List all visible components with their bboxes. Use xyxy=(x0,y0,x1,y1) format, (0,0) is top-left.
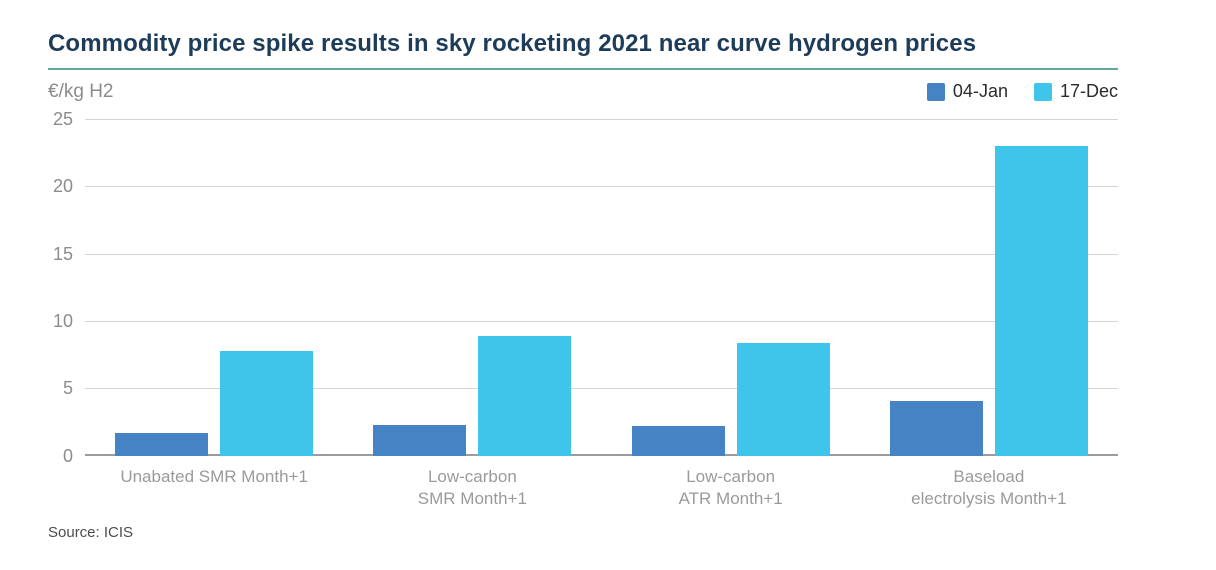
y-tick-label-15: 15 xyxy=(52,243,73,264)
bar-17-dec-group-1 xyxy=(220,350,314,456)
legend-item-17-dec: 17-Dec xyxy=(1033,81,1118,102)
source-credit: Source: ICIS xyxy=(48,523,134,541)
chart-title: Commodity price spike results in sky roc… xyxy=(48,30,977,57)
legend-swatch-17-dec xyxy=(1033,82,1052,101)
bar-17-dec-group-4 xyxy=(994,145,1088,456)
y-axis-unit-label: €/kg H2 xyxy=(48,80,114,102)
gridline-5 xyxy=(85,388,1118,390)
bar-group-3 xyxy=(602,119,860,456)
legend-label-17-dec: 17-Dec xyxy=(1059,81,1118,102)
bar-17-dec-group-2 xyxy=(478,335,572,456)
x-axis-labels: Unabated SMR Month+1 Low-carbon SMR Month+… xyxy=(85,466,1118,510)
plot-area xyxy=(85,118,1118,456)
y-tick-label-0: 0 xyxy=(62,445,73,466)
y-tick-label-10: 10 xyxy=(52,310,73,331)
y-axis: 0 5 10 15 20 25 xyxy=(48,109,85,466)
legend: 04-Jan 17-Dec xyxy=(926,81,1118,102)
bar-groups xyxy=(85,119,1118,456)
y-tick-label-25: 25 xyxy=(52,108,73,129)
gridline-20 xyxy=(85,186,1118,188)
bar-04-jan-group-1 xyxy=(115,432,209,456)
x-axis-label-2: Low-carbon SMR Month+1 xyxy=(417,466,527,508)
y-tick-label-5: 5 xyxy=(62,378,73,399)
gridline-25 xyxy=(85,118,1118,120)
x-axis-label-1: Unabated SMR Month+1 xyxy=(120,466,308,486)
chart-meta-row: €/kg H2 04-Jan 17-Dec xyxy=(48,79,1118,105)
chart-card: Commodity price spike results in sky roc… xyxy=(48,30,1118,541)
legend-swatch-04-jan xyxy=(926,82,945,101)
bar-group-2 xyxy=(343,119,601,456)
chart-area: 0 5 10 15 20 25 xyxy=(48,109,1118,466)
legend-item-04-jan: 04-Jan xyxy=(926,81,1008,102)
x-axis-baseline xyxy=(85,453,1118,456)
bar-04-jan-group-4 xyxy=(889,400,983,456)
gridline-15 xyxy=(85,253,1118,255)
x-axis-label-3: Low-carbon ATR Month+1 xyxy=(678,466,783,508)
gridline-10 xyxy=(85,320,1118,322)
bar-04-jan-group-2 xyxy=(373,424,467,456)
title-divider xyxy=(48,67,1118,70)
legend-label-04-jan: 04-Jan xyxy=(952,81,1008,102)
bar-group-4 xyxy=(860,119,1118,456)
bar-17-dec-group-3 xyxy=(736,342,830,456)
bar-04-jan-group-3 xyxy=(631,426,725,456)
bar-group-1 xyxy=(85,119,343,456)
x-axis-label-4: Baseload electrolysis Month+1 xyxy=(911,466,1067,508)
y-tick-label-20: 20 xyxy=(52,176,73,197)
